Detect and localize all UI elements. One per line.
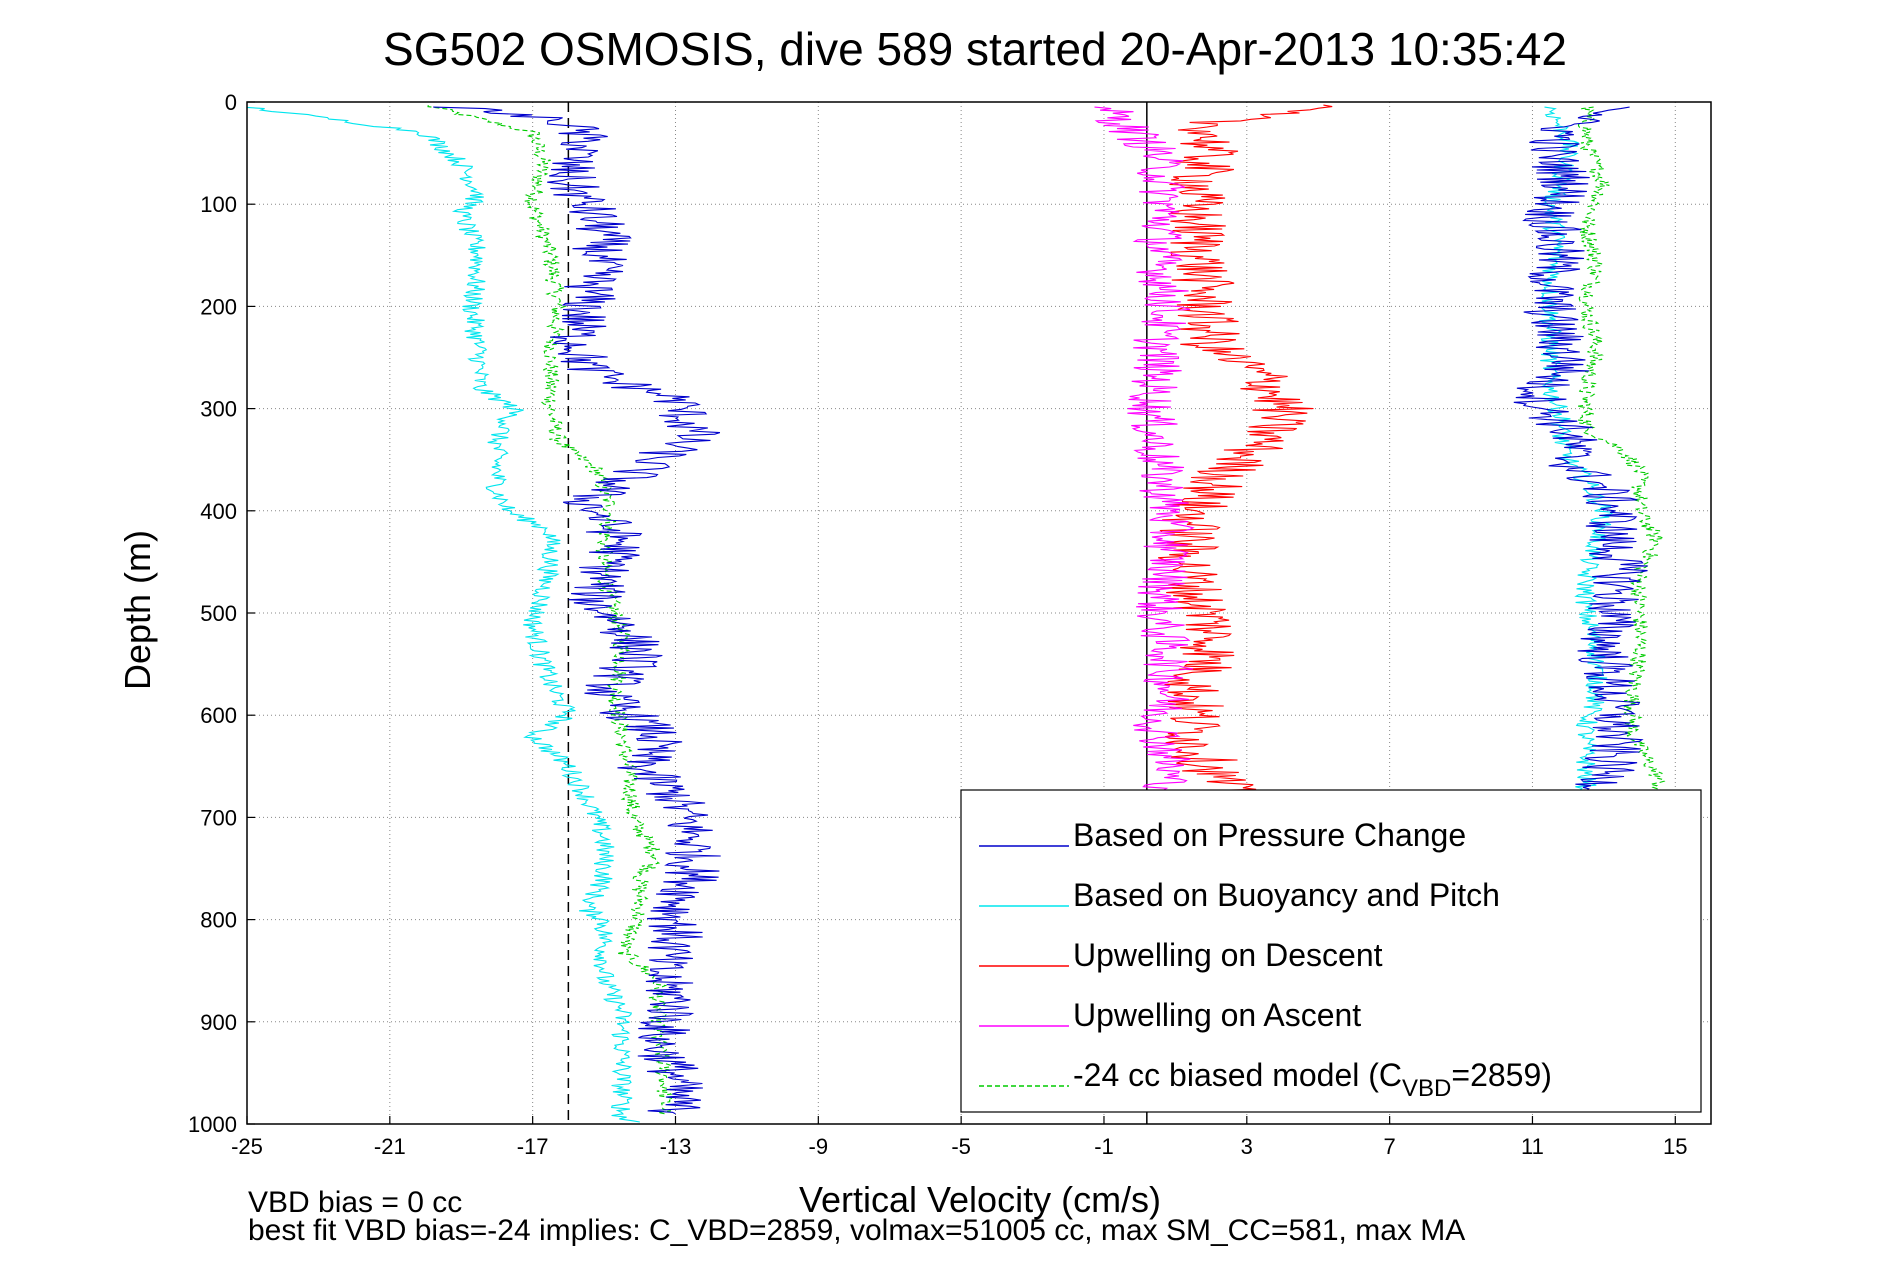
legend-label: Upwelling on Ascent [1073, 997, 1361, 1033]
x-tick-label: -5 [951, 1134, 971, 1159]
y-tick-label: 100 [200, 192, 237, 217]
y-tick-label: 400 [200, 499, 237, 524]
y-tick-label: 700 [200, 805, 237, 830]
y-tick-label: 300 [200, 397, 237, 422]
series-line-1-descent [433, 106, 721, 1115]
x-tick-label: 3 [1241, 1134, 1253, 1159]
y-tick-label: 1000 [188, 1112, 237, 1137]
series-line-2-descent [247, 106, 640, 1123]
x-axis-ticks: -25 -21 -17 -13 -9 -5 -1 3 7 11 15 [231, 1116, 1688, 1159]
x-tick-label: -25 [231, 1134, 263, 1159]
series-line-5-ascent [1576, 106, 1678, 972]
series-line-4-descent [1094, 106, 1195, 808]
y-axis-ticks: 0 100 200 300 400 500 600 700 800 900 1000 [188, 90, 255, 1137]
y-tick-label: 800 [200, 908, 237, 933]
x-tick-label: 7 [1384, 1134, 1396, 1159]
x-tick-label: -13 [660, 1134, 692, 1159]
legend-label: Based on Buoyancy and Pitch [1073, 877, 1500, 913]
legend-box [960, 789, 1702, 1113]
legend-label: -24 cc biased model (CVBD=2859) [1073, 1057, 1552, 1102]
y-tick-label: 500 [200, 601, 237, 626]
series-line-5-descent [427, 104, 675, 1115]
x-axis-label: Vertical Velocity (cm/s) [799, 1179, 1161, 1220]
x-tick-label: -17 [517, 1134, 549, 1159]
x-tick-label: -1 [1094, 1134, 1114, 1159]
series-layer [247, 104, 1678, 1123]
y-tick-label: 900 [200, 1010, 237, 1035]
legend: Based on Pressure Change Based on Buoyanc… [960, 789, 1702, 1113]
vbd-bias-note: VBD bias = 0 cc [248, 1186, 462, 1219]
x-tick-label: -9 [809, 1134, 829, 1159]
x-tick-label: -21 [374, 1134, 406, 1159]
y-tick-label: 0 [225, 90, 237, 115]
series-line-3-descent [1158, 104, 1333, 798]
legend-label: Based on Pressure Change [1073, 817, 1466, 853]
y-tick-label: 600 [200, 703, 237, 728]
y-tick-label: 200 [200, 294, 237, 319]
x-tick-label: 11 [1521, 1134, 1544, 1159]
series-line-1-ascent [1513, 106, 1648, 808]
legend-label: Upwelling on Descent [1073, 937, 1383, 973]
best-fit-note: best fit VBD bias=-24 implies: C_VBD=285… [248, 1214, 1465, 1247]
x-tick-label: 15 [1663, 1134, 1687, 1159]
y-axis-label: Depth (m) [117, 530, 158, 690]
chart-title: SG502 OSMOSIS, dive 589 started 20-Apr-2… [383, 23, 1567, 75]
